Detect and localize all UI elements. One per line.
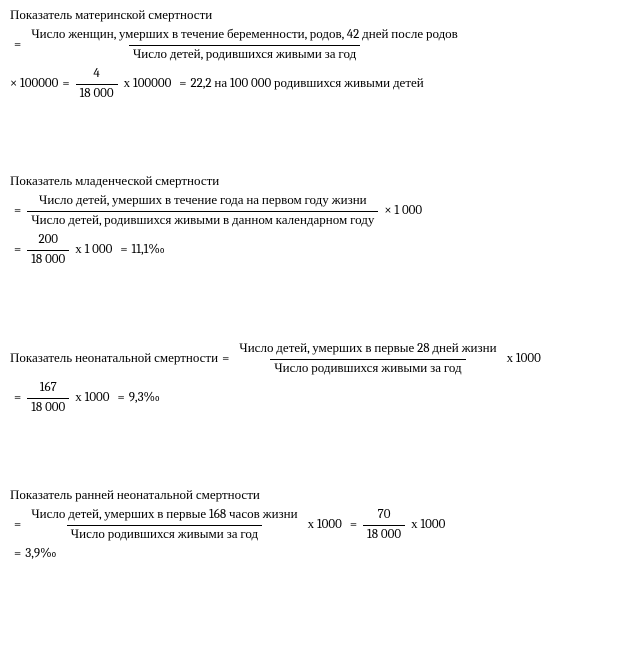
neonatal-definition-fraction: Число детей, умерших в первые 28 дней жи… [235, 341, 500, 378]
multiplier: х 1000 [304, 517, 346, 534]
fraction-numerator: Число детей, умерших в первые 28 дней жи… [235, 341, 500, 359]
early-neonatal-mortality-formula: Показатель ранней неонатальной смертност… [10, 488, 632, 563]
neonatal-calc-fraction: 167 18 000 [27, 380, 69, 417]
infant-fraction-row: = Число детей, умерших в течение года на… [10, 193, 632, 230]
equals-sign: = [116, 242, 131, 259]
early-neonatal-fraction-row: = Число детей, умерших в первые 168 часо… [10, 507, 632, 544]
neonatal-calc-row: = 167 18 000 х 1000 = 9,3‰ [10, 380, 632, 417]
fraction-denominator: 18 000 [363, 525, 405, 544]
multiplier: х 1000 [503, 351, 545, 368]
maternal-fraction-row: = Число женщин, умерших в течение береме… [10, 27, 632, 64]
equals-sign: = [10, 37, 25, 54]
equals-sign: = [10, 242, 25, 259]
multiplier: х 100000 [120, 76, 176, 93]
fraction-numerator: Число женщин, умерших в течение беременн… [27, 27, 462, 45]
multiplier: х 1000 [71, 390, 113, 407]
fraction-denominator: Число родившихся живыми за год [67, 525, 262, 544]
neonatal-result: 9,3‰ [129, 390, 160, 407]
infant-mortality-formula: Показатель младенческой смертности = Чис… [10, 174, 632, 268]
fraction-denominator: Число родившихся живыми за год [270, 359, 465, 378]
multiplier: × 1 000 [380, 203, 426, 220]
multiplier: х 1 000 [71, 242, 116, 259]
multiplier: х 1000 [407, 517, 449, 534]
fraction-numerator: 70 [374, 507, 395, 525]
infant-calc-fraction: 200 18 000 [27, 232, 69, 269]
infant-title: Показатель младенческой смертности [10, 174, 632, 191]
equals-sign: = [10, 546, 25, 563]
maternal-mortality-formula: Показатель материнской смертности = Числ… [10, 8, 632, 102]
equals-sign: = [10, 390, 25, 407]
early-neonatal-result: 3,9‰ [25, 546, 56, 563]
equals-sign: = [218, 351, 233, 368]
infant-calc-row: = 200 18 000 х 1 000 = 11,1‰ [10, 232, 632, 269]
equals-sign: = [113, 390, 128, 407]
neonatal-title-row: Показатель неонатальной смертности = Чис… [10, 341, 632, 378]
fraction-denominator: 18 000 [76, 84, 118, 103]
maternal-calc-fraction: 4 18 000 [76, 66, 118, 103]
multiplier: × 100000 [10, 76, 58, 93]
equals-sign: = [10, 517, 25, 534]
maternal-result: 22,2 на 100 000 родившихся живыми детей [191, 76, 424, 93]
fraction-numerator: 4 [89, 66, 103, 84]
maternal-title: Показатель материнской смертности [10, 8, 632, 25]
maternal-calc-row: × 100000 = 4 18 000 х 100000 = 22,2 на 1… [10, 66, 632, 103]
fraction-numerator: Число детей, умерших в течение года на п… [35, 193, 371, 211]
fraction-numerator: 200 [34, 232, 62, 250]
maternal-definition-fraction: Число женщин, умерших в течение беременн… [27, 27, 462, 64]
fraction-denominator: Число детей, родившихся живыми за год [129, 45, 360, 64]
equals-sign: = [175, 76, 190, 93]
early-neonatal-title: Показатель ранней неонатальной смертност… [10, 488, 632, 505]
early-neonatal-calc-fraction: 70 18 000 [363, 507, 405, 544]
early-neonatal-definition-fraction: Число детей, умерших в первые 168 часов … [27, 507, 301, 544]
neonatal-title: Показатель неонатальной смертности [10, 351, 218, 368]
fraction-numerator: 167 [36, 380, 61, 398]
fraction-denominator: 18 000 [27, 250, 69, 269]
infant-result: 11,1‰ [132, 242, 165, 259]
fraction-denominator: Число детей, родившихся живыми в данном … [27, 211, 378, 230]
early-neonatal-result-row: = 3,9‰ [10, 546, 632, 563]
equals-sign: = [10, 203, 25, 220]
infant-definition-fraction: Число детей, умерших в течение года на п… [27, 193, 378, 230]
equals-sign: = [58, 76, 73, 93]
equals-sign: = [346, 517, 361, 534]
neonatal-mortality-formula: Показатель неонатальной смертности = Чис… [10, 341, 632, 417]
fraction-numerator: Число детей, умерших в первые 168 часов … [27, 507, 301, 525]
fraction-denominator: 18 000 [27, 398, 69, 417]
